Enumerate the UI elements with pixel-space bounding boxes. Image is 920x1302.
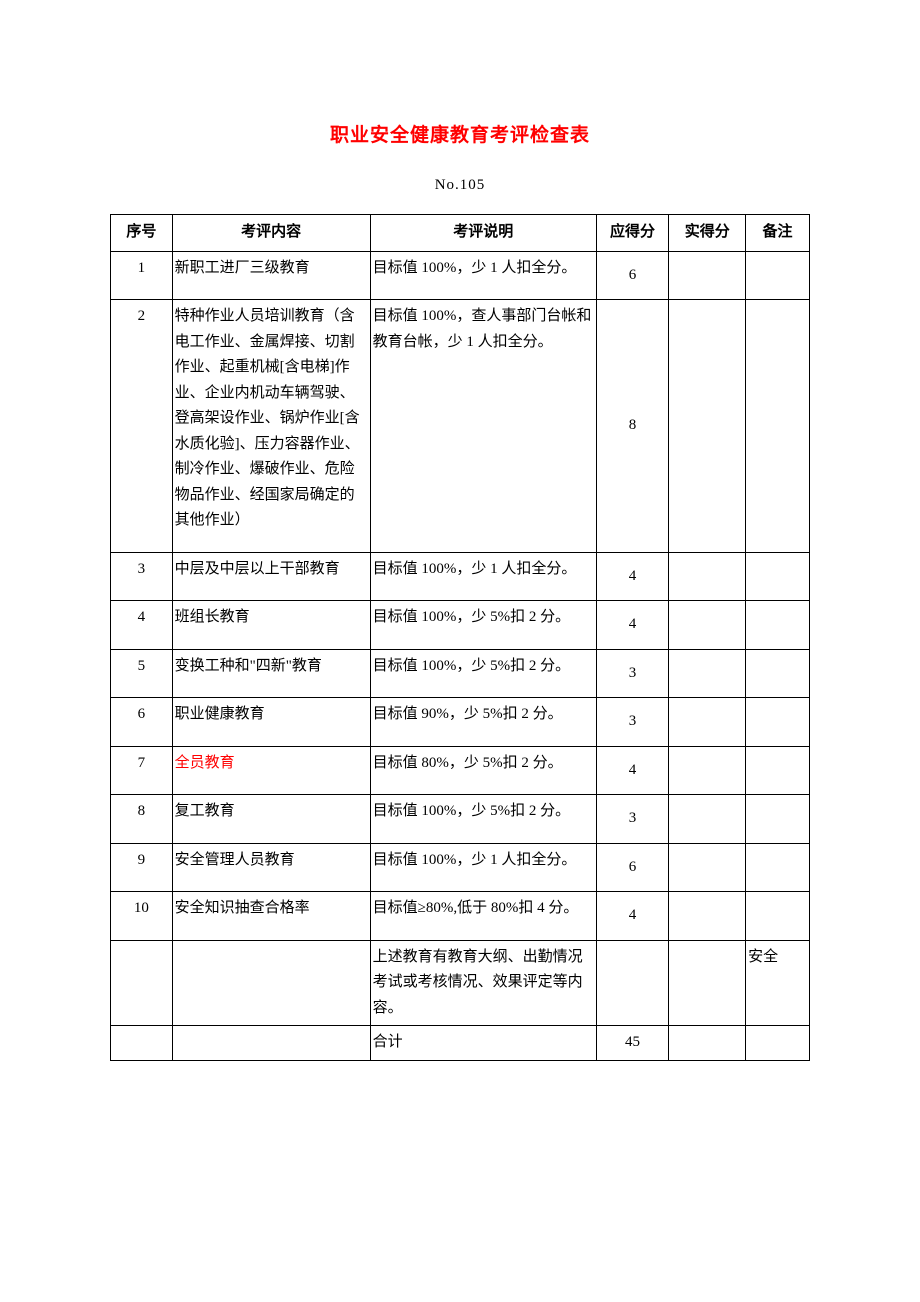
table-sum-row: 合计45 (111, 1026, 810, 1061)
cell-score2 (669, 649, 746, 698)
cell-content: 全员教育 (172, 746, 370, 795)
cell-seq: 9 (111, 843, 173, 892)
cell-score2 (669, 892, 746, 941)
cell-score2 (669, 795, 746, 844)
cell-score2 (669, 601, 746, 650)
cell-score1: 4 (596, 601, 668, 650)
cell-content (172, 940, 370, 1026)
cell-score2 (669, 698, 746, 747)
cell-score1 (596, 940, 668, 1026)
document-subtitle: No.105 (110, 177, 810, 194)
cell-sum-remark (746, 1026, 810, 1061)
cell-remark (746, 698, 810, 747)
cell-score1: 6 (596, 843, 668, 892)
cell-content: 班组长教育 (172, 601, 370, 650)
cell-content: 安全管理人员教育 (172, 843, 370, 892)
document-page: 职业安全健康教育考评检查表 No.105 序号 考评内容 考评说明 应得分 实得… (0, 0, 920, 1161)
table-row: 10安全知识抽查合格率目标值≥80%,低于 80%扣 4 分。4 (111, 892, 810, 941)
table-row: 4班组长教育目标值 100%，少 5%扣 2 分。4 (111, 601, 810, 650)
cell-desc: 目标值 100%，少 1 人扣全分。 (370, 251, 596, 300)
cell-desc: 目标值 100%，少 1 人扣全分。 (370, 552, 596, 601)
cell-score1: 4 (596, 892, 668, 941)
cell-desc: 目标值 90%，少 5%扣 2 分。 (370, 698, 596, 747)
cell-remark (746, 746, 810, 795)
cell-score1: 3 (596, 698, 668, 747)
cell-content: 特种作业人员培训教育（含电工作业、金属焊接、切割作业、起重机械[含电梯]作业、企… (172, 300, 370, 553)
cell-remark (746, 843, 810, 892)
cell-score1: 3 (596, 649, 668, 698)
cell-seq: 3 (111, 552, 173, 601)
cell-score1: 4 (596, 746, 668, 795)
cell-score2 (669, 746, 746, 795)
cell-seq: 6 (111, 698, 173, 747)
cell-desc: 目标值 100%，查人事部门台帐和教育台帐，少 1 人扣全分。 (370, 300, 596, 553)
cell-score2 (669, 251, 746, 300)
header-score2: 实得分 (669, 215, 746, 252)
cell-seq: 5 (111, 649, 173, 698)
cell-score2 (669, 552, 746, 601)
cell-sum-label: 合计 (370, 1026, 596, 1061)
cell-remark (746, 300, 810, 553)
cell-desc: 目标值 100%，少 5%扣 2 分。 (370, 601, 596, 650)
cell-seq: 8 (111, 795, 173, 844)
header-remark: 备注 (746, 215, 810, 252)
cell-remark: 安全 (746, 940, 810, 1026)
document-title: 职业安全健康教育考评检查表 (110, 120, 810, 147)
cell-seq: 4 (111, 601, 173, 650)
cell-content: 职业健康教育 (172, 698, 370, 747)
cell-score1: 8 (596, 300, 668, 553)
cell-remark (746, 795, 810, 844)
cell-seq: 10 (111, 892, 173, 941)
header-score1: 应得分 (596, 215, 668, 252)
cell-remark (746, 601, 810, 650)
cell-remark (746, 552, 810, 601)
cell-sum-score1: 45 (596, 1026, 668, 1061)
table-note-row: 上述教育有教育大纲、出勤情况考试或考核情况、效果评定等内容。 安全 (111, 940, 810, 1026)
cell-content: 变换工种和"四新"教育 (172, 649, 370, 698)
cell-desc: 目标值 100%，少 5%扣 2 分。 (370, 795, 596, 844)
table-row: 3中层及中层以上干部教育目标值 100%，少 1 人扣全分。4 (111, 552, 810, 601)
table-row: 1新职工进厂三级教育目标值 100%，少 1 人扣全分。6 (111, 251, 810, 300)
cell-score1: 3 (596, 795, 668, 844)
cell-remark (746, 649, 810, 698)
table-row: 9安全管理人员教育目标值 100%，少 1 人扣全分。6 (111, 843, 810, 892)
cell-sum-blank (111, 1026, 173, 1061)
cell-seq: 2 (111, 300, 173, 553)
evaluation-table: 序号 考评内容 考评说明 应得分 实得分 备注 1新职工进厂三级教育目标值 10… (110, 214, 810, 1061)
cell-sum-blank (172, 1026, 370, 1061)
cell-score1: 6 (596, 251, 668, 300)
cell-content: 安全知识抽查合格率 (172, 892, 370, 941)
header-seq: 序号 (111, 215, 173, 252)
table-row: 8复工教育目标值 100%，少 5%扣 2 分。3 (111, 795, 810, 844)
cell-score2 (669, 843, 746, 892)
cell-sum-score2 (669, 1026, 746, 1061)
cell-seq: 7 (111, 746, 173, 795)
cell-remark (746, 251, 810, 300)
table-header-row: 序号 考评内容 考评说明 应得分 实得分 备注 (111, 215, 810, 252)
cell-desc: 目标值 100%，少 1 人扣全分。 (370, 843, 596, 892)
header-content: 考评内容 (172, 215, 370, 252)
cell-seq (111, 940, 173, 1026)
cell-content: 中层及中层以上干部教育 (172, 552, 370, 601)
table-row: 6职业健康教育目标值 90%，少 5%扣 2 分。3 (111, 698, 810, 747)
table-row: 2特种作业人员培训教育（含电工作业、金属焊接、切割作业、起重机械[含电梯]作业、… (111, 300, 810, 553)
cell-score2 (669, 940, 746, 1026)
cell-seq: 1 (111, 251, 173, 300)
table-row: 7全员教育目标值 80%，少 5%扣 2 分。4 (111, 746, 810, 795)
cell-desc: 目标值 80%，少 5%扣 2 分。 (370, 746, 596, 795)
cell-desc: 上述教育有教育大纲、出勤情况考试或考核情况、效果评定等内容。 (370, 940, 596, 1026)
cell-desc: 目标值≥80%,低于 80%扣 4 分。 (370, 892, 596, 941)
cell-remark (746, 892, 810, 941)
cell-content: 复工教育 (172, 795, 370, 844)
cell-score2 (669, 300, 746, 553)
cell-content: 新职工进厂三级教育 (172, 251, 370, 300)
cell-desc: 目标值 100%，少 5%扣 2 分。 (370, 649, 596, 698)
cell-score1: 4 (596, 552, 668, 601)
header-desc: 考评说明 (370, 215, 596, 252)
table-row: 5变换工种和"四新"教育目标值 100%，少 5%扣 2 分。3 (111, 649, 810, 698)
